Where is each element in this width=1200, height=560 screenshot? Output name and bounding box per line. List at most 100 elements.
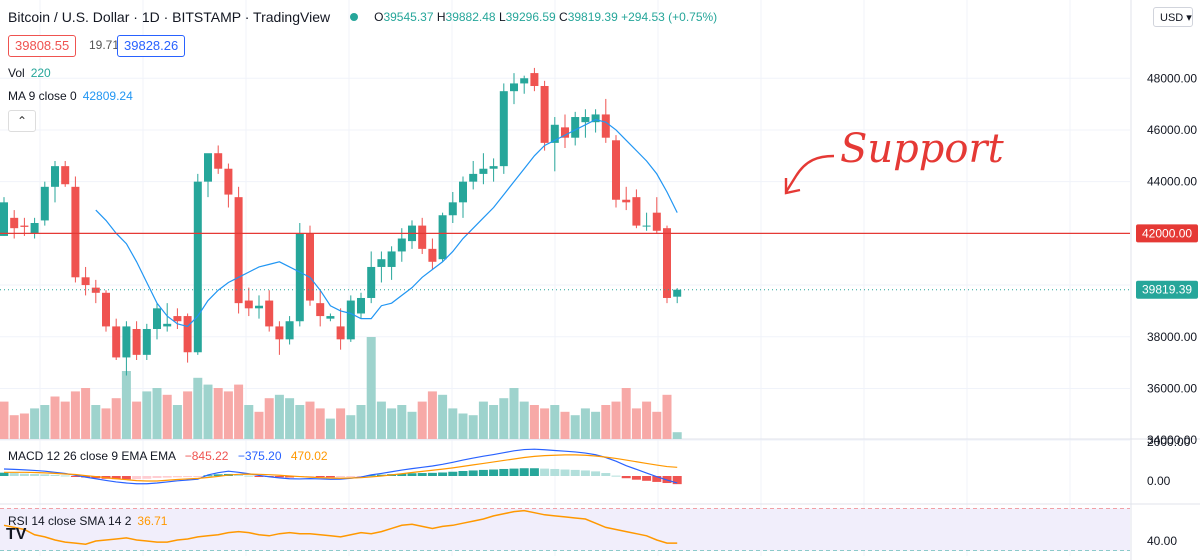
ma-legend[interactable]: MA 9 close 0 42809.24 xyxy=(8,89,133,103)
volume-bar xyxy=(540,408,550,439)
candle-body xyxy=(510,83,518,92)
candle-body xyxy=(285,321,294,340)
candle-body xyxy=(51,166,59,187)
candle-body xyxy=(438,215,447,260)
candle xyxy=(673,288,682,304)
volume-bar xyxy=(601,405,611,439)
macd-histogram-bar xyxy=(336,476,346,478)
macd-histogram-bar xyxy=(254,476,264,477)
candle xyxy=(40,181,49,226)
macd-histogram-bar xyxy=(213,474,223,476)
candle-body xyxy=(122,326,131,358)
candle-body xyxy=(275,326,284,340)
candle-body xyxy=(489,166,498,169)
candle-body xyxy=(459,181,467,203)
candle xyxy=(275,321,284,355)
volume-bar xyxy=(101,408,111,439)
symbol-title[interactable]: Bitcoin / U.S. Dollar · 1D · BITSTAMP · … xyxy=(8,9,331,25)
volume-bar xyxy=(81,388,91,439)
macd-histogram-bar xyxy=(478,469,488,476)
macd-histogram-bar xyxy=(152,476,162,479)
macd-histogram-bar xyxy=(591,471,601,476)
candle xyxy=(244,287,253,317)
volume-bar xyxy=(438,394,448,439)
candle xyxy=(571,111,580,146)
candle xyxy=(438,212,447,262)
volume-bar xyxy=(142,391,152,439)
volume-bar xyxy=(611,401,621,439)
volume-bar xyxy=(70,391,80,439)
macd-histogram-bar xyxy=(305,476,315,477)
ohlc-readout: O39545.37 H39882.48 L39296.59 C39819.39 … xyxy=(374,10,718,24)
volume-bar xyxy=(652,411,662,439)
volume-bar xyxy=(478,401,488,439)
candle-body xyxy=(326,316,335,319)
macd-value: −375.20 xyxy=(237,449,282,463)
candle-body xyxy=(540,86,549,143)
candle xyxy=(479,153,488,185)
ask-price-button[interactable]: 39828.26 xyxy=(117,35,186,57)
change-value: +294.53 (+0.75%) xyxy=(621,10,718,24)
candle-body xyxy=(234,197,243,304)
macd-histogram-bar xyxy=(142,476,152,479)
ma-line xyxy=(95,118,678,328)
candle xyxy=(663,225,671,304)
macd-histogram-bar xyxy=(183,476,193,478)
volume-bar xyxy=(397,405,407,439)
macd-legend[interactable]: MACD 12 26 close 9 EMA EMA −845.22 −375.… xyxy=(8,449,328,463)
support-price-label: 42000.00 xyxy=(1142,226,1192,240)
collapse-legend-button[interactable]: ⌃ xyxy=(8,110,36,132)
macd-histogram-bar xyxy=(601,473,611,476)
candle xyxy=(132,321,141,361)
candle-body xyxy=(336,326,345,340)
volume-bar xyxy=(529,405,539,439)
volume-legend[interactable]: Vol 220 xyxy=(8,66,51,80)
candle-body xyxy=(265,300,274,327)
candle-body xyxy=(428,248,437,262)
volume-bar xyxy=(519,401,529,439)
low-value: 39296.59 xyxy=(505,10,556,24)
candle xyxy=(469,160,478,190)
macd-histogram-bar xyxy=(203,475,213,477)
candle xyxy=(0,197,8,236)
bid-price-button[interactable]: 39808.55 xyxy=(8,35,77,57)
candle xyxy=(61,160,70,187)
rsi-legend[interactable]: RSI 14 close SMA 14 2 36.71 xyxy=(8,514,168,528)
volume-bar xyxy=(642,401,652,439)
candle-body xyxy=(244,300,253,309)
candle-body xyxy=(153,308,161,329)
macd-histogram-bar xyxy=(60,475,70,477)
currency-dropdown[interactable]: USD ▾ xyxy=(1153,7,1193,27)
macd-histogram-bar xyxy=(642,476,652,481)
support-annotation-text: Support xyxy=(840,126,1005,172)
candle-body xyxy=(20,225,29,227)
candle-body xyxy=(255,305,263,309)
rsi-line xyxy=(3,509,678,545)
candle-body xyxy=(673,289,682,297)
macd-histogram-bar xyxy=(9,473,19,476)
macd-histogram-bar xyxy=(234,474,244,476)
volume-bar xyxy=(264,398,274,439)
macd-histogram-bar xyxy=(468,470,478,476)
candle-body xyxy=(71,186,80,278)
candle-body xyxy=(91,287,100,293)
rsi-tick-label: 40.00 xyxy=(1147,534,1177,548)
candle xyxy=(316,290,325,327)
price-tick-label: 38000.00 xyxy=(1147,330,1197,344)
signal-value: 470.02 xyxy=(290,449,328,463)
ma-value: 42809.24 xyxy=(82,89,133,103)
macd-histogram-bar xyxy=(111,476,121,480)
macd-histogram-value: −845.22 xyxy=(184,449,229,463)
annotation-arrowhead xyxy=(784,178,801,195)
candle xyxy=(499,83,508,174)
macd-histogram-bar xyxy=(489,469,499,476)
macd-histogram-bar xyxy=(529,468,539,476)
candle xyxy=(377,251,386,283)
candle-body xyxy=(387,251,396,267)
open-value: 39545.37 xyxy=(383,10,434,24)
chart-header: Bitcoin / U.S. Dollar · 1D · BITSTAMP · … xyxy=(8,9,717,25)
macd-histogram-bar xyxy=(40,474,50,476)
price-tick-label: 44000.00 xyxy=(1147,175,1197,189)
candle-body xyxy=(112,326,121,358)
